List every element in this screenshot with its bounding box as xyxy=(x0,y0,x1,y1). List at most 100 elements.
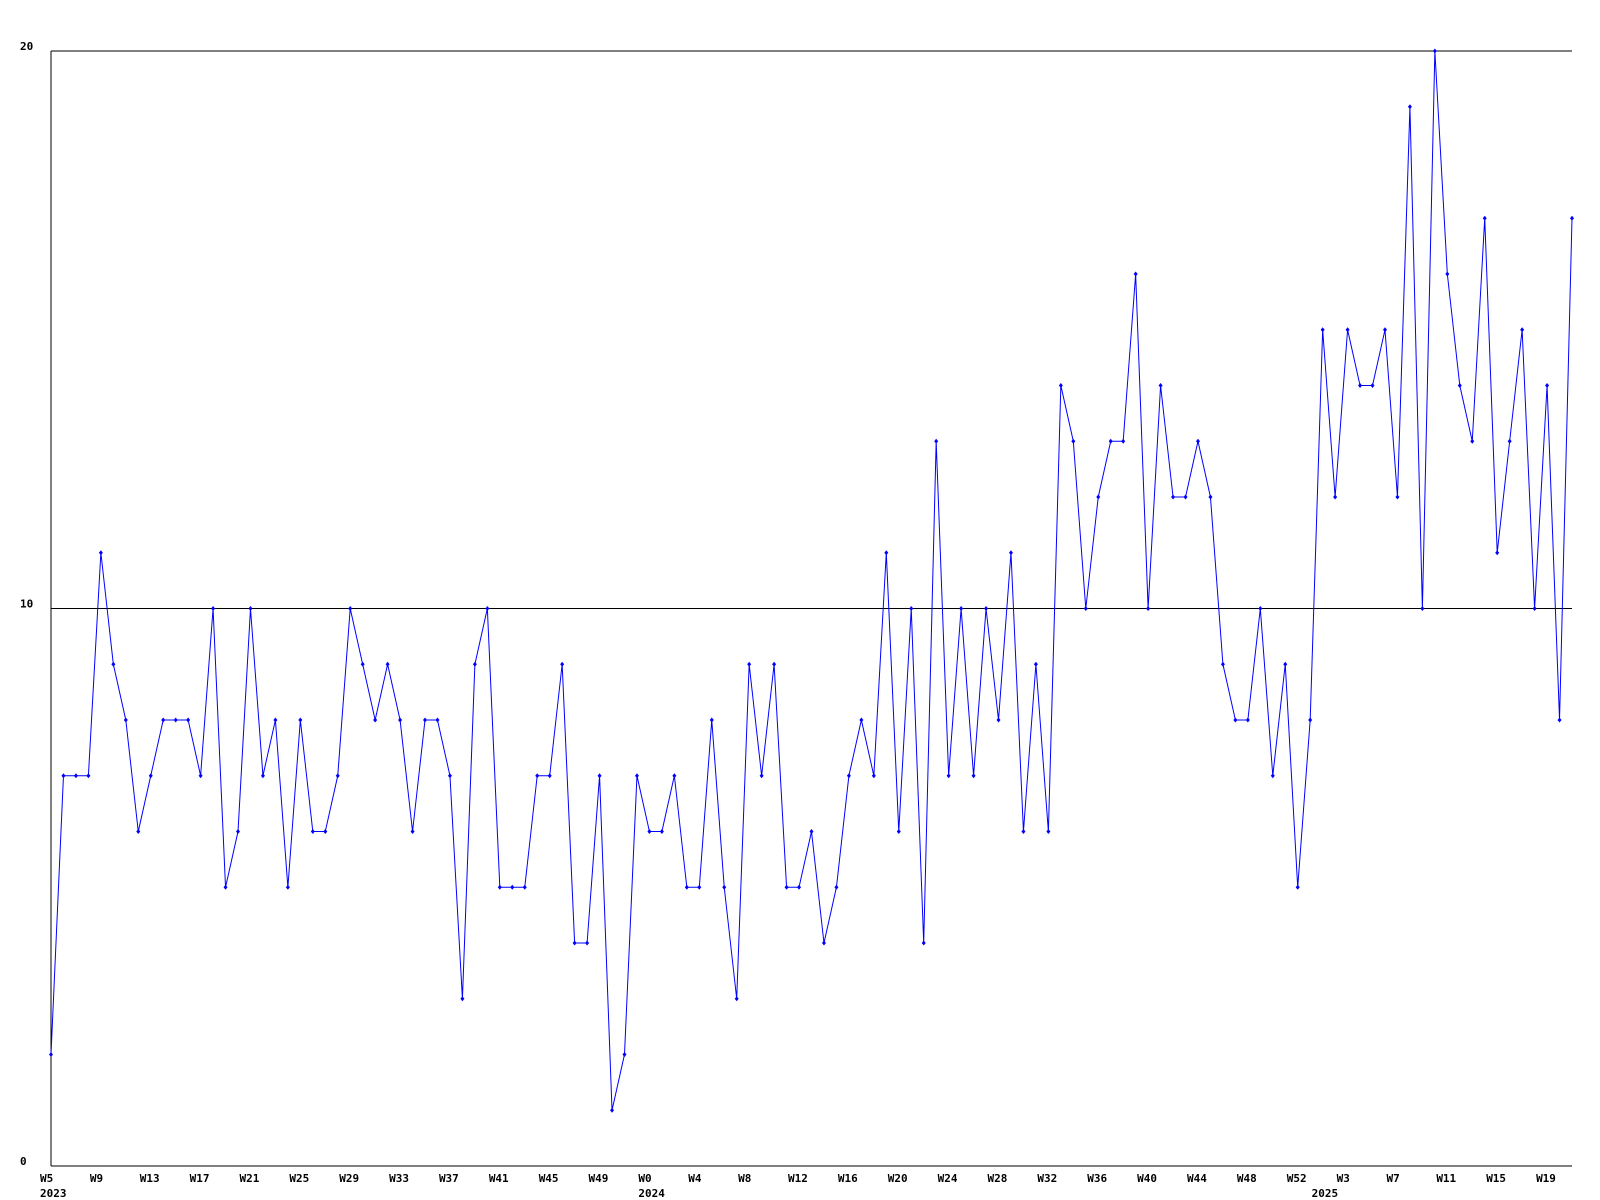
point-marker xyxy=(672,773,677,779)
point-marker xyxy=(622,1052,627,1057)
point-marker xyxy=(485,606,490,611)
y-tick-label: 10 xyxy=(20,598,33,611)
point-marker xyxy=(659,829,664,834)
point-marker xyxy=(236,829,241,834)
point-marker xyxy=(884,550,889,556)
point-marker xyxy=(984,606,989,611)
point-marker xyxy=(211,606,216,611)
point-marker xyxy=(223,884,228,890)
point-marker xyxy=(1021,829,1026,834)
point-marker xyxy=(49,1052,53,1057)
point-marker xyxy=(1333,494,1338,500)
point-marker xyxy=(772,661,777,667)
point-marker xyxy=(809,829,814,834)
point-marker xyxy=(634,773,639,779)
point-marker xyxy=(136,829,141,834)
point-marker xyxy=(360,661,365,667)
x-tick-label: W29 xyxy=(339,1172,359,1185)
x-tick-label: W16 xyxy=(838,1172,858,1185)
point-marker xyxy=(547,773,552,779)
point-marker xyxy=(398,717,403,723)
point-marker xyxy=(1046,829,1051,834)
point-marker xyxy=(148,773,153,779)
year-label: 2023 xyxy=(40,1187,67,1200)
point-marker xyxy=(1270,773,1275,779)
x-tick-label: W12 xyxy=(788,1172,808,1185)
point-marker xyxy=(1420,606,1425,611)
point-marker xyxy=(497,884,502,890)
point-marker xyxy=(173,717,178,723)
point-marker xyxy=(684,884,689,890)
point-marker xyxy=(186,717,191,723)
x-tick-label: W20 xyxy=(888,1172,908,1185)
point-marker xyxy=(1283,661,1288,667)
point-marker xyxy=(896,829,901,834)
y-tick-label: 0 xyxy=(20,1155,27,1168)
point-marker xyxy=(1520,327,1525,333)
point-marker xyxy=(1545,383,1550,388)
point-marker xyxy=(161,717,166,723)
point-marker xyxy=(1345,327,1350,333)
x-tick-label: W45 xyxy=(539,1172,559,1185)
point-marker xyxy=(585,940,590,946)
point-marker xyxy=(472,661,477,667)
point-marker xyxy=(260,773,265,779)
point-marker xyxy=(647,829,652,834)
point-marker xyxy=(1008,550,1013,556)
point-marker xyxy=(1146,606,1151,611)
point-marker xyxy=(971,773,976,779)
point-marker xyxy=(784,884,789,890)
point-marker xyxy=(1370,383,1375,388)
point-marker xyxy=(285,884,290,890)
point-marker xyxy=(1532,606,1537,611)
point-marker xyxy=(1220,661,1225,667)
point-marker xyxy=(348,606,353,611)
point-marker xyxy=(1195,438,1200,444)
point-marker xyxy=(846,773,851,779)
point-marker xyxy=(1308,717,1313,723)
point-marker xyxy=(1295,884,1300,890)
point-marker xyxy=(522,884,527,890)
point-marker xyxy=(298,717,303,723)
point-marker xyxy=(1096,494,1101,500)
point-marker xyxy=(709,717,714,723)
series-line xyxy=(50,50,1573,1111)
x-tick-label: W28 xyxy=(988,1172,1008,1185)
point-marker xyxy=(1071,438,1076,444)
x-tick-label: W17 xyxy=(190,1172,210,1185)
x-tick-label: W7 xyxy=(1386,1172,1399,1185)
x-tick-label: W32 xyxy=(1037,1172,1057,1185)
x-tick-label: W52 xyxy=(1287,1172,1307,1185)
y-tick-label: 20 xyxy=(20,40,33,53)
point-marker xyxy=(447,773,452,779)
point-marker xyxy=(747,661,752,667)
x-tick-label: W36 xyxy=(1087,1172,1107,1185)
point-marker xyxy=(560,661,565,667)
point-marker xyxy=(123,717,128,723)
x-tick-label: W25 xyxy=(289,1172,309,1185)
point-marker xyxy=(572,940,577,946)
point-marker xyxy=(1445,271,1450,277)
point-marker xyxy=(597,773,602,779)
point-marker xyxy=(1133,271,1138,277)
x-tick-label: W48 xyxy=(1237,1172,1257,1185)
point-marker xyxy=(423,717,428,723)
point-marker xyxy=(435,717,440,723)
point-marker xyxy=(859,717,864,723)
point-marker xyxy=(871,773,876,779)
point-marker xyxy=(909,606,914,611)
x-tick-label: W15 xyxy=(1486,1172,1506,1185)
point-marker xyxy=(759,773,764,779)
point-marker xyxy=(1208,494,1213,500)
point-marker xyxy=(697,884,702,890)
point-marker xyxy=(1382,327,1387,333)
point-marker xyxy=(610,1107,615,1113)
x-tick-label: W8 xyxy=(738,1172,751,1185)
point-marker xyxy=(996,717,1001,723)
point-marker xyxy=(1470,438,1475,444)
point-marker xyxy=(1495,550,1500,556)
point-marker xyxy=(921,940,926,946)
point-marker xyxy=(460,996,465,1002)
point-marker xyxy=(1482,215,1487,221)
